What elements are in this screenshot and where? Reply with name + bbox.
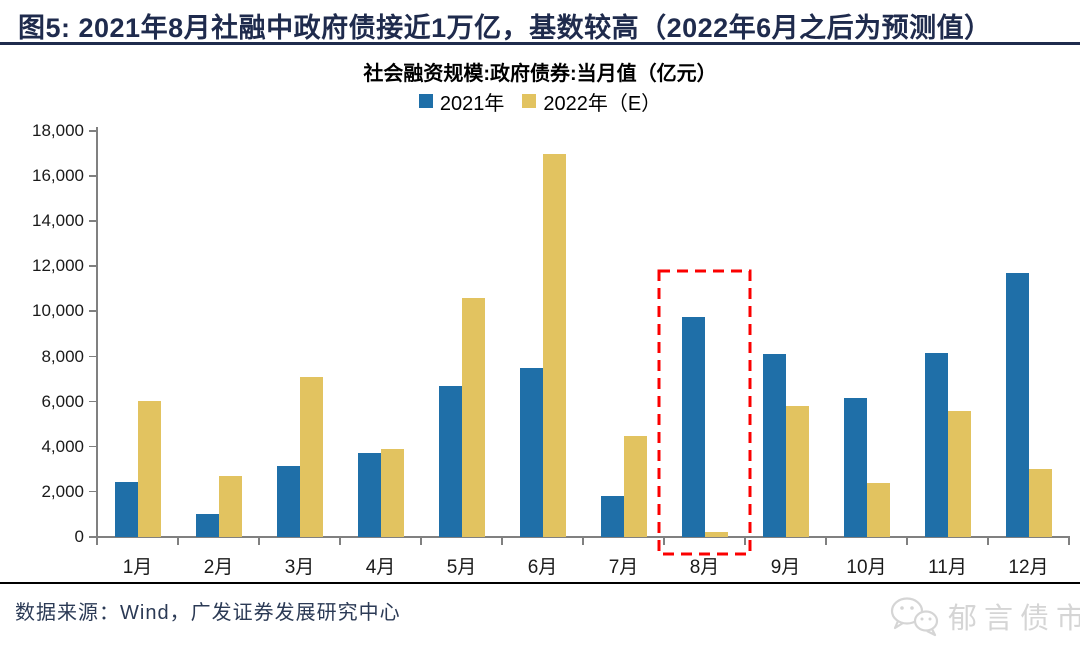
legend-label-2022: 2022年（E） [543, 92, 662, 115]
y-axis-label: 6,000 [41, 391, 84, 411]
y-axis-label: 8,000 [41, 346, 84, 366]
y-axis-tick [89, 445, 97, 448]
bar-2021年-5月 [438, 385, 462, 537]
y-axis-tick [89, 265, 97, 267]
y-axis-label: 2,000 [41, 481, 84, 501]
y-axis-label: 14,000 [32, 211, 84, 231]
x-axis-tick [339, 537, 341, 545]
legend-swatch-2022-icon [522, 94, 537, 108]
x-axis-tick [501, 537, 503, 545]
x-axis-tick [1068, 537, 1070, 545]
bar-2022年（E）-8月 [704, 532, 728, 537]
figure-title: 图5: 2021年8月社融中政府债接近1万亿，基数较高（2022年6月之后为预测… [18, 13, 992, 43]
x-axis-tick [825, 537, 827, 545]
legend-item-2021: 2021年 [418, 87, 505, 116]
y-axis-tick [89, 400, 97, 403]
y-axis-tick [89, 310, 97, 312]
bar-2021年-3月 [276, 466, 300, 537]
bar-2022年（E）-5月 [461, 298, 485, 537]
x-axis-label: 10月 [846, 557, 887, 578]
y-axis-tick [89, 355, 97, 358]
x-axis-label: 1月 [122, 557, 153, 578]
bar-2022年（E）-2月 [218, 475, 242, 537]
x-axis-tick [96, 537, 98, 545]
bar-2021年-6月 [519, 368, 543, 537]
y-axis-tick [89, 175, 97, 177]
x-axis-tick [582, 537, 584, 545]
bar-2021年-10月 [843, 397, 867, 537]
bar-2022年（E）-12月 [1028, 469, 1052, 537]
x-axis-label: 2月 [203, 557, 234, 578]
bar-2021年-11月 [924, 352, 948, 537]
bar-2022年（E）-4月 [380, 448, 404, 537]
x-axis-tick [987, 537, 989, 545]
bar-2022年（E）-6月 [542, 153, 566, 537]
data-source-footer: 数据来源：Wind，广发证券发展研究中心 [15, 602, 401, 624]
legend-item-2022: 2022年（E） [522, 87, 661, 116]
bar-2022年（E）-11月 [947, 410, 971, 537]
x-axis-label: 7月 [608, 557, 639, 578]
bar-2021年-12月 [1005, 272, 1029, 537]
y-axis-label: 16,000 [32, 166, 84, 186]
bar-2021年-4月 [357, 452, 381, 537]
y-axis-tick [89, 490, 97, 493]
chart-title: 社会融资规模:政府债券:当月值（亿元） [363, 63, 717, 85]
bar-2022年（E）-9月 [785, 406, 809, 537]
x-axis-label: 11月 [928, 557, 967, 578]
y-axis-tick [89, 536, 97, 538]
legend-label-2021: 2021年 [439, 92, 505, 115]
bar-2022年（E）-10月 [866, 482, 890, 537]
x-axis-label: 3月 [284, 557, 315, 578]
x-axis-label: 4月 [365, 557, 396, 578]
x-axis-tick [906, 537, 908, 545]
chart-legend: 2021年 2022年（E） [0, 90, 1080, 115]
x-axis-label: 6月 [527, 557, 558, 578]
watermark-label: 郁言债市 [948, 603, 1080, 635]
y-axis-label: 0 [74, 527, 84, 546]
x-axis-tick [420, 537, 422, 545]
bar-2021年-2月 [195, 514, 219, 537]
bar-2021年-8月 [681, 317, 705, 537]
bar-2022年（E）-7月 [623, 435, 647, 537]
title-underline-rule [0, 42, 1080, 45]
x-axis-tick [744, 537, 746, 545]
x-axis-tick [663, 537, 665, 545]
y-axis-label: 10,000 [32, 301, 84, 321]
y-axis-label: 4,000 [41, 436, 84, 456]
y-axis-tick [89, 220, 97, 222]
x-axis-label: 8月 [689, 557, 720, 578]
x-axis-tick [258, 537, 260, 545]
x-axis-label: 12月 [1008, 557, 1049, 578]
y-axis-label: 18,000 [32, 121, 84, 140]
x-axis-label: 5月 [446, 557, 477, 578]
highlight-red-dashed-box [657, 269, 752, 556]
bar-2021年-9月 [762, 354, 786, 537]
y-axis-tick [89, 130, 97, 132]
bar-2022年（E）-3月 [299, 377, 323, 537]
y-axis-label: 12,000 [32, 256, 84, 276]
y-axis-line [96, 127, 98, 538]
bottom-rule [0, 582, 1080, 584]
watermark: 郁言债市 [888, 594, 1080, 638]
bar-2021年-1月 [114, 482, 138, 537]
legend-swatch-2021-icon [418, 94, 433, 108]
wechat-icon [890, 597, 939, 637]
bar-2022年（E）-1月 [137, 401, 161, 537]
bar-2021年-7月 [600, 495, 624, 537]
x-axis-tick [177, 537, 179, 545]
x-axis-label: 9月 [770, 557, 801, 578]
